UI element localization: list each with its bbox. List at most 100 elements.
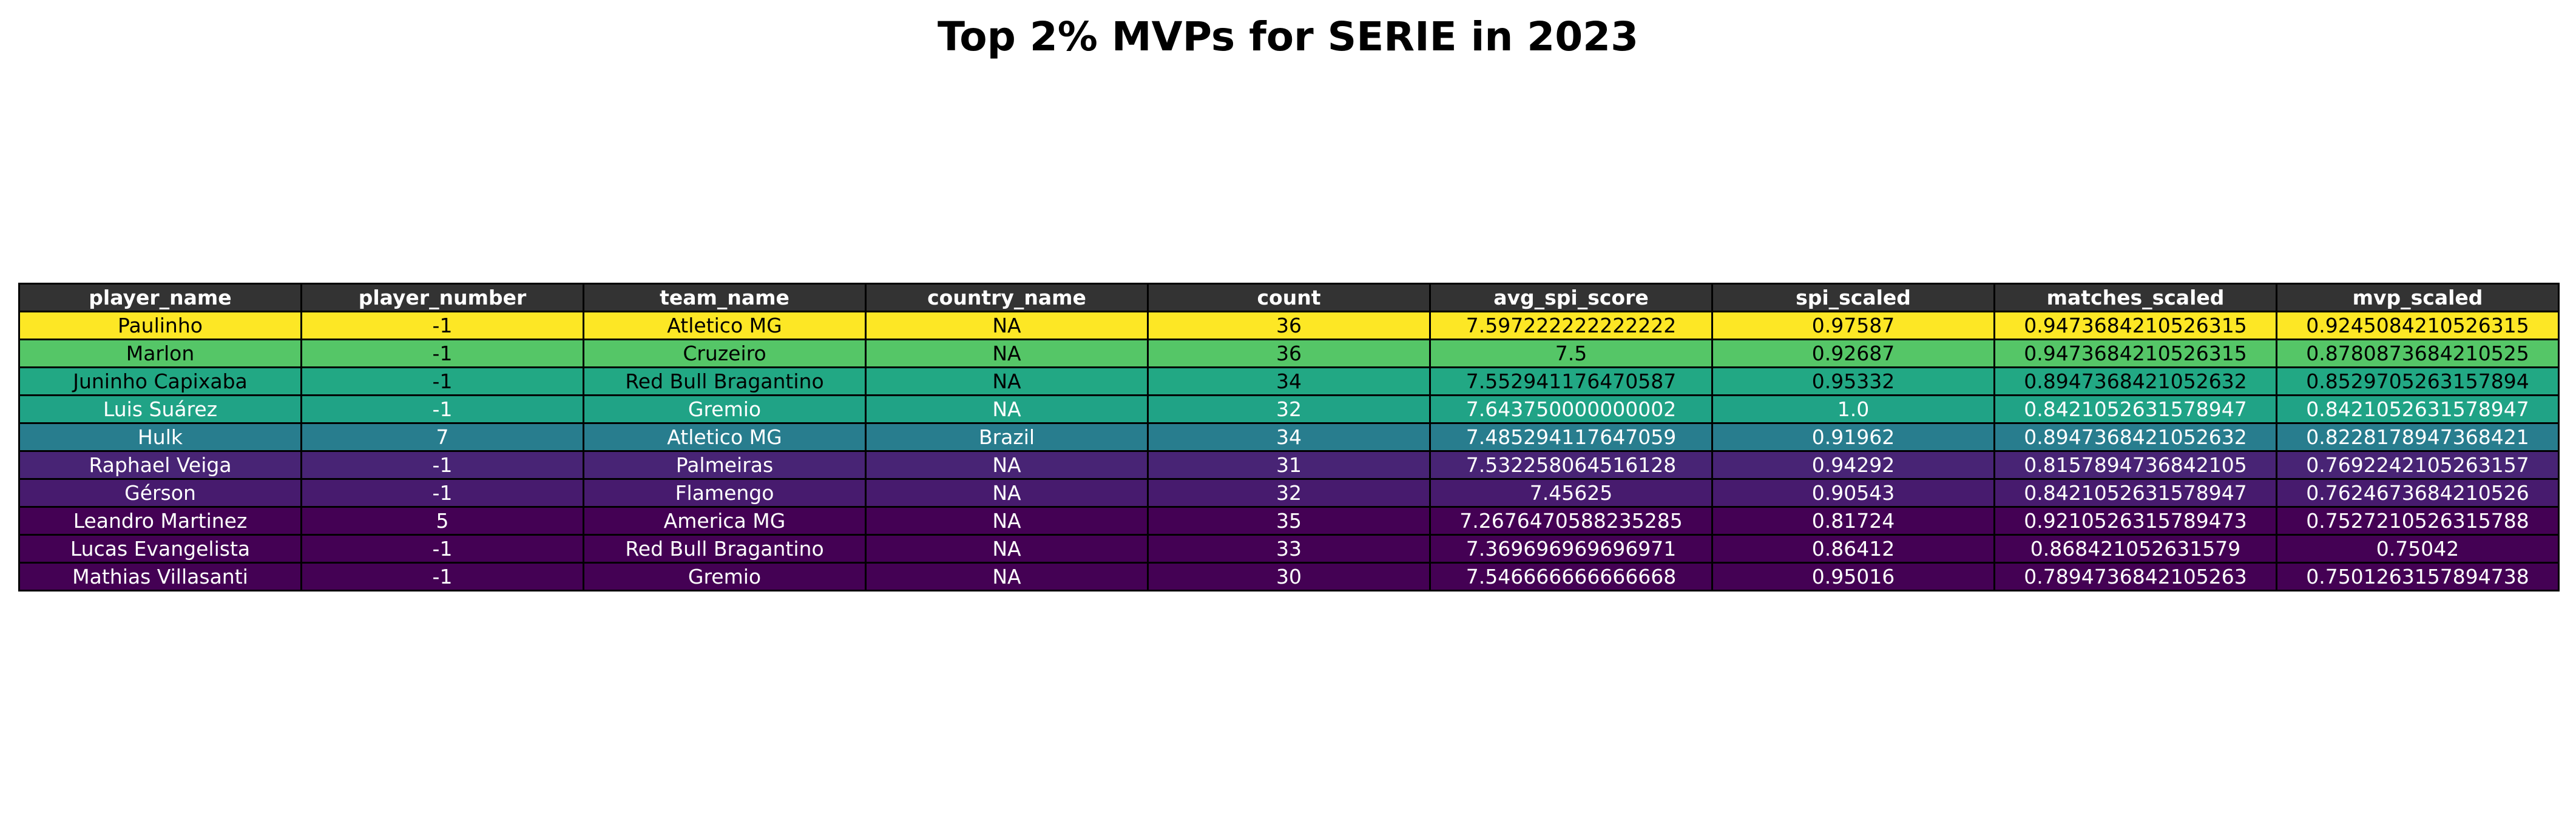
table-cell-count: 30	[1147, 562, 1431, 592]
table-cell-count: 31	[1147, 450, 1431, 480]
table-cell-player-name: Leandro Martinez	[18, 506, 302, 536]
table-row: Lucas Evangelista -1 Red Bull Bragantino NA…	[18, 534, 2560, 564]
table-cell-avg-spi-score: 7.597222222222222	[1429, 311, 1713, 340]
table-cell-avg-spi-score: 7.546666666666668	[1429, 562, 1713, 592]
table-cell-player-name: Marlon	[18, 339, 302, 368]
table-cell-avg-spi-score: 7.485294117647059	[1429, 422, 1713, 452]
column-header-matches-scaled: matches_scaled	[1993, 283, 2277, 312]
table-cell-avg-spi-score: 7.552941176470587	[1429, 366, 1713, 396]
table-cell-matches-scaled: 0.8421052631578947	[1993, 394, 2277, 424]
table-cell-player-name: Lucas Evangelista	[18, 534, 302, 564]
table-cell-mvp-scaled: 0.9245084210526315	[2276, 311, 2560, 340]
table-cell-count: 33	[1147, 534, 1431, 564]
table-cell-player-name: Paulinho	[18, 311, 302, 340]
table-cell-matches-scaled: 0.868421052631579	[1993, 534, 2277, 564]
table-cell-country-name: Brazil	[865, 422, 1149, 452]
table-cell-matches-scaled: 0.7894736842105263	[1993, 562, 2277, 592]
table-cell-mvp-scaled: 0.8228178947368421	[2276, 422, 2560, 452]
table-cell-spi-scaled: 0.86412	[1711, 534, 1995, 564]
column-header-country-name: country_name	[865, 283, 1149, 312]
table-cell-team-name: America MG	[583, 506, 867, 536]
column-header-count: count	[1147, 283, 1431, 312]
table-cell-player-number: -1	[300, 450, 584, 480]
table-cell-count: 32	[1147, 478, 1431, 508]
mvp-table: player_name player_number team_name country…	[18, 283, 2560, 592]
table-cell-player-name: Luis Suárez	[18, 394, 302, 424]
table-cell-count: 32	[1147, 394, 1431, 424]
table-cell-country-name: NA	[865, 450, 1149, 480]
table-cell-player-number: 5	[300, 506, 584, 536]
table-cell-matches-scaled: 0.8947368421052632	[1993, 422, 2277, 452]
table-cell-avg-spi-score: 7.532258064516128	[1429, 450, 1713, 480]
table-cell-team-name: Gremio	[583, 394, 867, 424]
table-row: Luis Suárez -1 Gremio NA 32 7.643750000000002…	[18, 394, 2560, 424]
table-cell-spi-scaled: 1.0	[1711, 394, 1995, 424]
table-cell-player-number: 7	[300, 422, 584, 452]
table-cell-player-name: Juninho Capixaba	[18, 366, 302, 396]
table-cell-player-number: -1	[300, 534, 584, 564]
table-cell-avg-spi-score: 7.45625	[1429, 478, 1713, 508]
table-row: Raphael Veiga -1 Palmeiras NA 31 7.5322580645…	[18, 450, 2560, 480]
column-header-player-number: player_number	[300, 283, 584, 312]
table-cell-mvp-scaled: 0.8529705263157894	[2276, 366, 2560, 396]
table-cell-player-number: -1	[300, 311, 584, 340]
table-cell-spi-scaled: 0.94292	[1711, 450, 1995, 480]
table-cell-spi-scaled: 0.90543	[1711, 478, 1995, 508]
table-cell-count: 34	[1147, 422, 1431, 452]
table-cell-avg-spi-score: 7.5	[1429, 339, 1713, 368]
table-cell-country-name: NA	[865, 339, 1149, 368]
table-body: Paulinho -1 Atletico MG NA 36 7.5972222222222…	[18, 311, 2560, 592]
table-row: Paulinho -1 Atletico MG NA 36 7.5972222222222…	[18, 311, 2560, 340]
column-header-player-name: player_name	[18, 283, 302, 312]
column-header-mvp-scaled: mvp_scaled	[2276, 283, 2560, 312]
table-cell-player-name: Raphael Veiga	[18, 450, 302, 480]
table-header-row: player_name player_number team_name country…	[18, 283, 2560, 312]
table-cell-count: 36	[1147, 311, 1431, 340]
table-cell-matches-scaled: 0.8157894736842105	[1993, 450, 2277, 480]
table-cell-mvp-scaled: 0.7692242105263157	[2276, 450, 2560, 480]
table-cell-player-name: Mathias Villasanti	[18, 562, 302, 592]
table-cell-mvp-scaled: 0.7527210526315788	[2276, 506, 2560, 536]
table-cell-country-name: NA	[865, 311, 1149, 340]
table-row: Mathias Villasanti -1 Gremio NA 30 7.54666666…	[18, 562, 2560, 592]
table-cell-player-number: -1	[300, 366, 584, 396]
table-cell-player-number: -1	[300, 562, 584, 592]
chart-title: Top 2% MVPs for SERIE in 2023	[938, 13, 1638, 60]
table-cell-count: 35	[1147, 506, 1431, 536]
table-cell-team-name: Red Bull Bragantino	[583, 366, 867, 396]
table-cell-mvp-scaled: 0.8780873684210525	[2276, 339, 2560, 368]
column-header-team-name: team_name	[583, 283, 867, 312]
table-row: Marlon -1 Cruzeiro NA 36 7.5 0.92687 0.94736842…	[18, 339, 2560, 368]
table-cell-spi-scaled: 0.91962	[1711, 422, 1995, 452]
table-cell-matches-scaled: 0.9210526315789473	[1993, 506, 2277, 536]
table-cell-country-name: NA	[865, 506, 1149, 536]
table-cell-team-name: Red Bull Bragantino	[583, 534, 867, 564]
table-cell-country-name: NA	[865, 478, 1149, 508]
table-cell-team-name: Cruzeiro	[583, 339, 867, 368]
table-cell-team-name: Atletico MG	[583, 422, 867, 452]
table-cell-player-name: Hulk	[18, 422, 302, 452]
table-cell-spi-scaled: 0.81724	[1711, 506, 1995, 536]
table-cell-count: 34	[1147, 366, 1431, 396]
table-cell-country-name: NA	[865, 394, 1149, 424]
table-row: Juninho Capixaba -1 Red Bull Bragantino NA 3…	[18, 366, 2560, 396]
table-cell-matches-scaled: 0.8421052631578947	[1993, 478, 2277, 508]
table-cell-player-number: -1	[300, 394, 584, 424]
table-cell-mvp-scaled: 0.8421052631578947	[2276, 394, 2560, 424]
table-cell-country-name: NA	[865, 534, 1149, 564]
table-cell-mvp-scaled: 0.75042	[2276, 534, 2560, 564]
table-row: Gérson -1 Flamengo NA 32 7.45625 0.90543 0.8421…	[18, 478, 2560, 508]
table-cell-spi-scaled: 0.95016	[1711, 562, 1995, 592]
table-cell-player-number: -1	[300, 339, 584, 368]
column-header-spi-scaled: spi_scaled	[1711, 283, 1995, 312]
table-row: Leandro Martinez 5 America MG NA 35 7.2676470…	[18, 506, 2560, 536]
table-cell-spi-scaled: 0.92687	[1711, 339, 1995, 368]
table-cell-mvp-scaled: 0.7501263157894738	[2276, 562, 2560, 592]
table-cell-team-name: Palmeiras	[583, 450, 867, 480]
table-cell-player-name: Gérson	[18, 478, 302, 508]
table-row: Hulk 7 Atletico MG Brazil 34 7.48529411764705…	[18, 422, 2560, 452]
table-cell-team-name: Atletico MG	[583, 311, 867, 340]
table-cell-matches-scaled: 0.8947368421052632	[1993, 366, 2277, 396]
column-header-avg-spi-score: avg_spi_score	[1429, 283, 1713, 312]
table-cell-matches-scaled: 0.9473684210526315	[1993, 311, 2277, 340]
